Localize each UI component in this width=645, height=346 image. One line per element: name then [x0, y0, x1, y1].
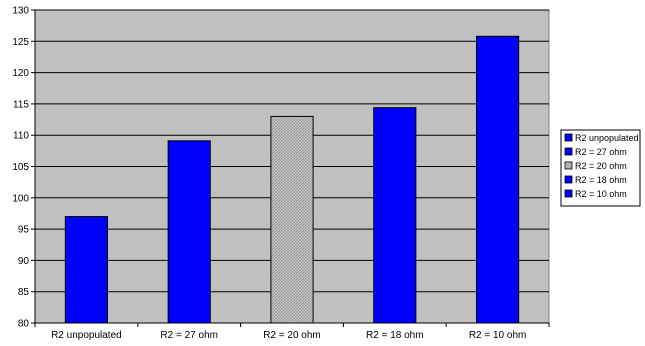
bar [270, 115, 314, 324]
y-tick-label: 100 [12, 193, 29, 204]
y-tick-label: 95 [18, 225, 30, 236]
y-tick-label: 80 [18, 319, 30, 330]
x-tick-label: R2 = 18 ohm [366, 330, 424, 341]
legend-swatch [564, 161, 573, 170]
legend-entry: R2 = 27 ohm [575, 147, 627, 157]
y-tick-label: 125 [12, 37, 29, 48]
legend-swatch [564, 189, 573, 198]
legend: R2 unpopulated R2 = 27 ohm R2 = 20 ohm R2 =… [560, 129, 641, 207]
x-tick-label: R2 = 20 ohm [263, 330, 321, 341]
y-tick-label: 85 [18, 287, 30, 298]
gridlines [35, 9, 549, 293]
y-tick-label: 120 [12, 68, 29, 79]
legend-swatch [564, 175, 573, 184]
bar [373, 107, 417, 324]
y-tick-label: 110 [13, 131, 29, 142]
y-tick-label: 105 [12, 162, 29, 173]
x-tick-label: R2 unpopulated [51, 330, 122, 341]
legend-box [560, 129, 641, 207]
y-axis: 80 85 90 95 100 105 110 115 120 125 130 [12, 6, 36, 330]
legend-entry: R2 = 10 ohm [575, 189, 627, 199]
legend-swatch [564, 147, 573, 156]
y-tick-label: 115 [13, 99, 29, 110]
legend-entry: R2 = 18 ohm [575, 175, 627, 185]
legend-entry: R2 = 20 ohm [575, 161, 627, 171]
y-tick-label: 130 [12, 6, 29, 17]
y-tick-label: 90 [18, 256, 30, 267]
x-tick-label: R2 = 27 ohm [160, 330, 218, 341]
x-axis: R2 unpopulated R2 = 27 ohm R2 = 20 ohm R2 =… [34, 322, 550, 341]
legend-entry: R2 unpopulated [575, 133, 639, 143]
bar [476, 35, 520, 324]
legend-swatch [564, 133, 573, 142]
bar [64, 216, 108, 324]
x-tick-label: R2 = 10 ohm [469, 330, 527, 341]
bar [167, 140, 211, 324]
